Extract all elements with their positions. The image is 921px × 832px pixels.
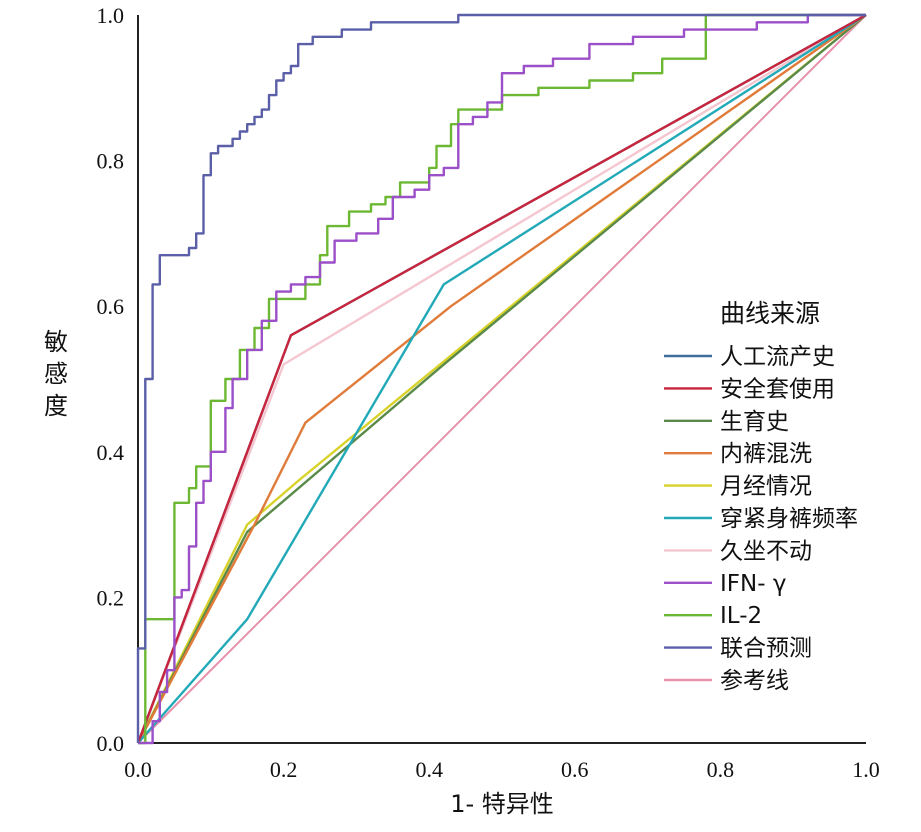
series-line-5 — [137, 13, 867, 744]
y-tick-label: 0.0 — [97, 731, 125, 756]
legend-label: 联合预测 — [720, 636, 812, 662]
series-line-3 — [136, 14, 867, 744]
x-tick-label: 0.8 — [707, 757, 735, 782]
legend-label: 生育史 — [720, 409, 789, 435]
series-layer — [136, 13, 867, 745]
legend-label: IFN- γ — [720, 571, 786, 597]
legend-label: 穿紧身裤频率 — [720, 506, 858, 532]
series-line-0 — [137, 14, 867, 744]
y-tick-label: 0.2 — [97, 585, 125, 610]
legend-label: IL-2 — [720, 603, 762, 629]
legend-label: 参考线 — [720, 668, 789, 694]
legend-label: 月经情况 — [720, 474, 812, 500]
y-tick-label: 0.8 — [97, 149, 125, 174]
series-line-10 — [136, 13, 866, 743]
legend-title: 曲线来源 — [720, 299, 820, 328]
series-line-8 — [138, 13, 866, 745]
axes: 0.0 0.2 0.4 0.6 0.8 1.0 0.0 0.2 0.4 0.6 0.8 1.0 — [97, 3, 880, 782]
legend-label: 人工流产史 — [720, 344, 835, 370]
legend-label: 安全套使用 — [720, 376, 835, 402]
x-tick-label: 0.0 — [124, 757, 152, 782]
series-line-4 — [136, 14, 867, 744]
legend-label: 久坐不动 — [720, 538, 812, 564]
x-tick-label: 0.6 — [561, 757, 589, 782]
y-axis-title: 敏感度 — [44, 328, 68, 420]
x-tick-label: 1.0 — [852, 757, 880, 782]
series-line-2 — [136, 14, 867, 744]
series-line-7 — [136, 13, 867, 744]
x-axis-title: 1- 特异性 — [450, 790, 554, 818]
y-tick-label: 1.0 — [97, 3, 125, 28]
y-tick-label: 0.4 — [97, 440, 125, 465]
series-line-9 — [138, 13, 866, 745]
x-tick-label: 0.2 — [270, 757, 298, 782]
x-tick-label: 0.4 — [415, 757, 443, 782]
y-tick-label: 0.6 — [97, 294, 125, 319]
legend-label: 内裤混洗 — [720, 441, 812, 467]
